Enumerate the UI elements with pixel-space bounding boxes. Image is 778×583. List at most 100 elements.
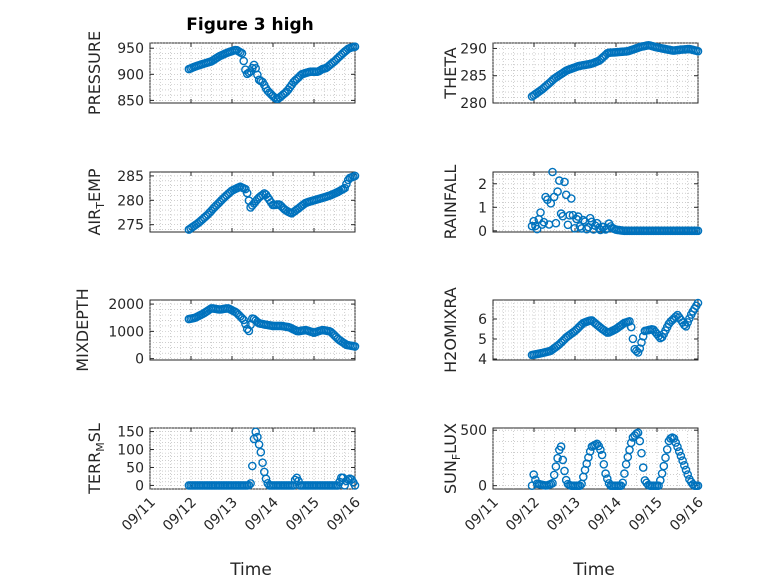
data-point: [247, 461, 257, 471]
data-point: [673, 442, 682, 452]
data-point: [549, 470, 559, 480]
data-point: [633, 348, 643, 357]
data-point: [671, 438, 681, 447]
data-point: [567, 194, 576, 203]
y-axis-label: PRESSURE: [85, 31, 104, 115]
data-point: [529, 216, 539, 226]
y-tick-label: 900: [117, 67, 144, 83]
data-point: [548, 167, 557, 177]
data-point: [626, 438, 636, 448]
x-tick-label: 09/12: [503, 495, 543, 535]
x-tick-label: 09/15: [626, 495, 666, 535]
data-point: [693, 298, 703, 308]
series-markers: [527, 298, 703, 360]
data-point: [620, 469, 629, 478]
y-tick-label: 150: [117, 425, 144, 441]
y-tick-label: 2000: [108, 297, 144, 313]
y-tick-label: 4: [478, 352, 487, 368]
y-axis-label: SUNFLUX: [441, 423, 463, 494]
data-point: [693, 226, 703, 236]
data-point: [628, 334, 638, 344]
data-point: [635, 344, 645, 353]
data-point: [637, 448, 646, 458]
data-point: [254, 440, 264, 449]
x-tick-label: 09/14: [585, 494, 625, 534]
panel-h2omixra: 4 5 6 H2OMIXRA: [441, 287, 703, 373]
x-tick-label: 09/15: [283, 495, 323, 535]
data-point: [350, 342, 360, 351]
y-tick-label: 285: [117, 169, 144, 185]
data-point: [626, 322, 636, 332]
x-axis-label-left: Time: [229, 560, 272, 580]
y-tick-label: 0: [135, 478, 144, 494]
data-point: [258, 458, 267, 468]
data-point: [661, 453, 670, 463]
y-tick-label: 500: [460, 423, 487, 439]
data-point: [603, 474, 612, 484]
x-tick-label: 09/14: [242, 494, 282, 534]
data-point: [551, 218, 561, 228]
data-point: [683, 470, 693, 479]
data-point: [258, 190, 267, 200]
data-point: [683, 318, 693, 327]
y-axis-label: TERRMSL: [85, 423, 107, 495]
data-point: [693, 46, 703, 56]
data-point: [244, 480, 254, 490]
data-point: [669, 434, 679, 443]
series-markers: [184, 171, 360, 234]
panel-air-temp: 275 280 285 AIRTEMP: [85, 168, 360, 236]
data-point: [539, 217, 549, 227]
data-point: [553, 453, 562, 463]
series-markers: [184, 42, 360, 103]
y-tick-label: 0: [135, 352, 144, 368]
data-point: [251, 427, 260, 437]
data-point: [560, 466, 569, 476]
series-markers: [527, 41, 703, 101]
panel-pressure: 850 900 950 PRESSURE: [85, 31, 360, 115]
y-axis-label: THETA: [441, 47, 460, 99]
panel-rainfall: 0 1 2 RAINFALL: [441, 165, 703, 240]
data-point: [529, 470, 539, 479]
y-tick-label: 0: [478, 479, 487, 495]
series-markers: [184, 304, 360, 351]
y-tick-label: 6: [478, 312, 487, 328]
data-point: [596, 445, 605, 455]
data-point: [556, 442, 566, 451]
data-point: [618, 478, 628, 488]
data-point: [659, 461, 669, 471]
y-tick-label: 275: [117, 218, 144, 234]
data-point: [681, 321, 691, 331]
data-point: [350, 171, 360, 181]
y-tick-label: 850: [117, 93, 144, 109]
data-point: [680, 460, 689, 470]
y-axis-label: H2OMIXRA: [441, 287, 460, 373]
data-point: [676, 451, 686, 461]
data-point: [239, 56, 248, 66]
data-point: [239, 315, 248, 325]
y-tick-label: 1000: [108, 324, 144, 340]
y-tick-label: 2: [478, 177, 487, 193]
data-point: [563, 220, 573, 230]
data-point: [555, 176, 564, 185]
y-tick-label: 50: [126, 460, 144, 476]
y-tick-label: 1: [478, 200, 487, 216]
data-point: [350, 481, 360, 490]
data-point: [558, 455, 568, 465]
data-point: [536, 208, 545, 217]
data-point: [350, 42, 360, 52]
x-tick-label: 09/13: [544, 495, 584, 535]
data-point: [565, 210, 574, 220]
data-point: [575, 481, 585, 491]
data-point: [662, 445, 672, 454]
y-tick-label: 280: [460, 96, 487, 112]
data-point: [532, 224, 542, 234]
data-point: [246, 479, 255, 488]
x-tick-label: 09/13: [201, 495, 241, 535]
data-point: [654, 331, 663, 341]
x-tick-label: 09/16: [667, 494, 707, 534]
y-tick-label: 280: [117, 193, 144, 209]
data-point: [678, 456, 687, 465]
